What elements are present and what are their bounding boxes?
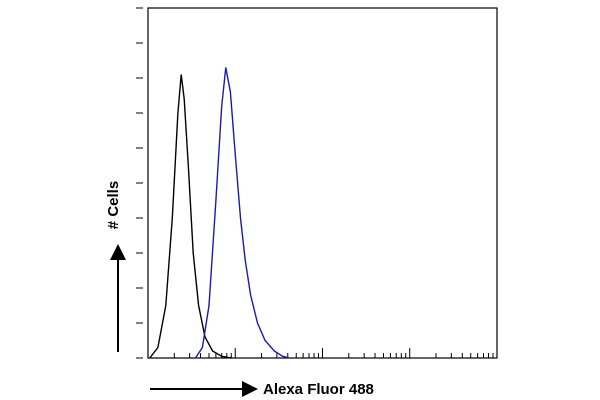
histogram-curve: [149, 74, 232, 359]
y-axis-label: # Cells: [105, 181, 122, 229]
x-axis-label: Alexa Fluor 488: [263, 381, 374, 398]
plot-frame: [147, 7, 498, 359]
histogram-curve: [194, 67, 290, 359]
